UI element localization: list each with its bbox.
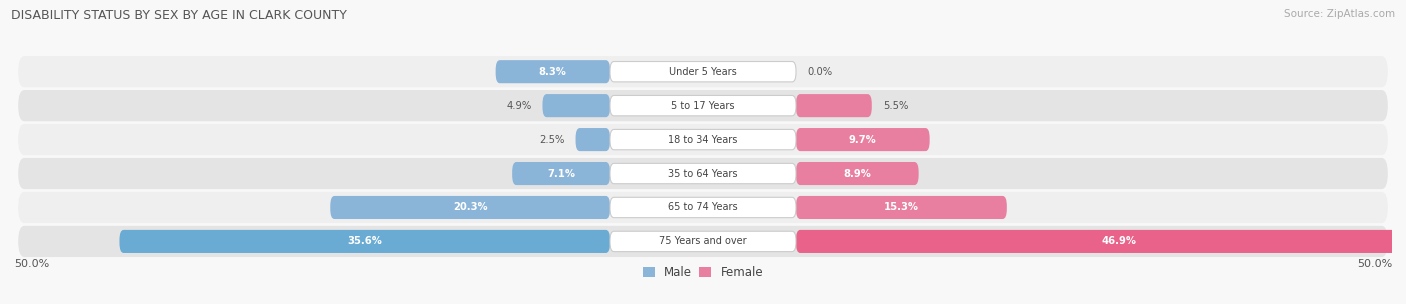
- Text: 5.5%: 5.5%: [883, 101, 908, 111]
- Text: 46.9%: 46.9%: [1102, 237, 1136, 247]
- FancyBboxPatch shape: [18, 90, 1388, 121]
- FancyBboxPatch shape: [18, 192, 1388, 223]
- Text: Under 5 Years: Under 5 Years: [669, 67, 737, 77]
- Text: DISABILITY STATUS BY SEX BY AGE IN CLARK COUNTY: DISABILITY STATUS BY SEX BY AGE IN CLARK…: [11, 9, 347, 22]
- FancyBboxPatch shape: [120, 230, 610, 253]
- FancyBboxPatch shape: [18, 158, 1388, 189]
- FancyBboxPatch shape: [610, 231, 796, 252]
- FancyBboxPatch shape: [610, 61, 796, 82]
- Text: 18 to 34 Years: 18 to 34 Years: [668, 135, 738, 145]
- FancyBboxPatch shape: [610, 130, 796, 150]
- Text: 9.7%: 9.7%: [849, 135, 877, 145]
- FancyBboxPatch shape: [543, 94, 610, 117]
- FancyBboxPatch shape: [796, 162, 918, 185]
- Text: 75 Years and over: 75 Years and over: [659, 237, 747, 247]
- FancyBboxPatch shape: [18, 226, 1388, 257]
- FancyBboxPatch shape: [610, 197, 796, 218]
- FancyBboxPatch shape: [796, 128, 929, 151]
- Text: 50.0%: 50.0%: [14, 259, 49, 269]
- FancyBboxPatch shape: [575, 128, 610, 151]
- FancyBboxPatch shape: [796, 94, 872, 117]
- FancyBboxPatch shape: [610, 95, 796, 116]
- FancyBboxPatch shape: [330, 196, 610, 219]
- FancyBboxPatch shape: [796, 196, 1007, 219]
- Text: 4.9%: 4.9%: [506, 101, 531, 111]
- FancyBboxPatch shape: [18, 56, 1388, 87]
- FancyBboxPatch shape: [610, 163, 796, 184]
- Text: 0.0%: 0.0%: [807, 67, 832, 77]
- Text: 2.5%: 2.5%: [538, 135, 565, 145]
- Legend: Male, Female: Male, Female: [643, 266, 763, 279]
- Text: 65 to 74 Years: 65 to 74 Years: [668, 202, 738, 212]
- Text: 8.3%: 8.3%: [538, 67, 567, 77]
- Text: 35.6%: 35.6%: [347, 237, 382, 247]
- Text: 20.3%: 20.3%: [453, 202, 488, 212]
- Text: 35 to 64 Years: 35 to 64 Years: [668, 168, 738, 178]
- FancyBboxPatch shape: [512, 162, 610, 185]
- FancyBboxPatch shape: [796, 230, 1406, 253]
- Text: 15.3%: 15.3%: [884, 202, 920, 212]
- Text: Source: ZipAtlas.com: Source: ZipAtlas.com: [1284, 9, 1395, 19]
- FancyBboxPatch shape: [496, 60, 610, 83]
- Text: 7.1%: 7.1%: [547, 168, 575, 178]
- Text: 50.0%: 50.0%: [1357, 259, 1392, 269]
- FancyBboxPatch shape: [18, 124, 1388, 155]
- Text: 8.9%: 8.9%: [844, 168, 872, 178]
- Text: 5 to 17 Years: 5 to 17 Years: [671, 101, 735, 111]
